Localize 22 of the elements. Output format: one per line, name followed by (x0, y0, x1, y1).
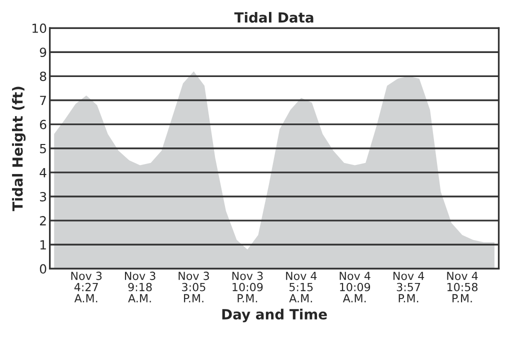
x-tick-label: Nov 3 4:27 A.M. (71, 272, 102, 302)
y-tick-label: 1 (40, 240, 46, 250)
y-tick-label: 5 (40, 144, 46, 154)
y-tick-label: 2 (40, 216, 46, 226)
y-tick-label: 6 (40, 120, 46, 130)
x-tick-label: Nov 4 5:15 A.M. (286, 272, 317, 302)
y-tick-label: 9 (40, 48, 46, 58)
y-tick-label: 4 (40, 168, 46, 178)
x-tick-label: Nov 4 10:09 A.M. (340, 272, 370, 302)
y-tick-label: 3 (40, 192, 46, 202)
chart-title: Tidal Data (234, 12, 314, 23)
y-tick-label: 10 (32, 24, 46, 33)
y-axis-title: Tidal Height (ft) (12, 86, 26, 212)
x-axis-title: Day and Time (222, 308, 327, 322)
x-tick-label: Nov 3 3:05 P.M. (178, 272, 209, 302)
y-tick-label: 0 (40, 264, 46, 274)
y-tick-label: 7 (40, 96, 46, 105)
x-tick-label: Nov 4 3:57 P.M. (393, 272, 424, 302)
x-tick-label: Nov 3 9:18 A.M. (124, 272, 156, 302)
x-tick-label: Nov 3 10:09 P.M. (232, 272, 263, 302)
y-tick-label: 8 (40, 72, 46, 82)
x-tick-label: Nov 4 10:58 P.M. (447, 272, 478, 302)
